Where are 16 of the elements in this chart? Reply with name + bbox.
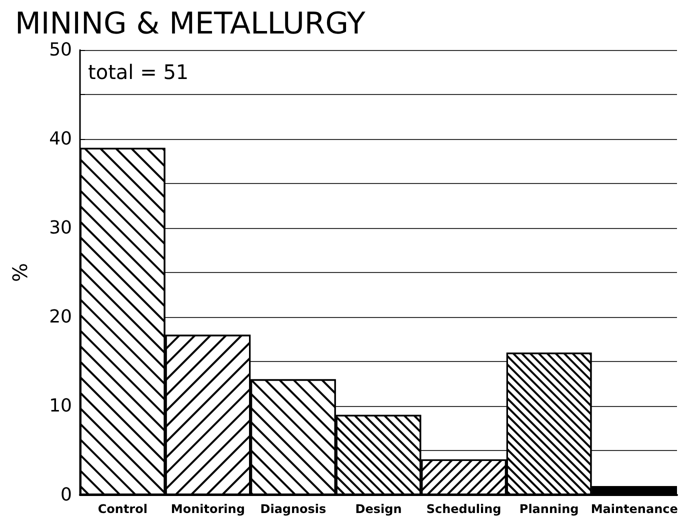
- y-tick-label: 40: [49, 128, 72, 150]
- x-tick-label: Scheduling: [426, 502, 502, 516]
- y-tick-label: 10: [49, 396, 72, 416]
- chart-title: MINING & METALLURGY: [15, 6, 366, 42]
- x-tick-label: Diagnosis: [260, 502, 326, 516]
- y-axis-title: %: [8, 262, 32, 282]
- x-tick-label: Design: [355, 502, 402, 516]
- x-tick-label: Planning: [519, 502, 579, 516]
- x-tick-label: Maintenance: [590, 502, 678, 516]
- y-tick-label: 50: [49, 40, 72, 60]
- annotation: total = 51: [88, 60, 189, 84]
- x-tick-label: Control: [98, 502, 148, 516]
- y-tick-label: 0: [60, 484, 72, 506]
- x-tick-label: Monitoring: [170, 502, 245, 516]
- y-tick-label: 30: [49, 218, 72, 238]
- y-tick-label: 20: [49, 306, 72, 328]
